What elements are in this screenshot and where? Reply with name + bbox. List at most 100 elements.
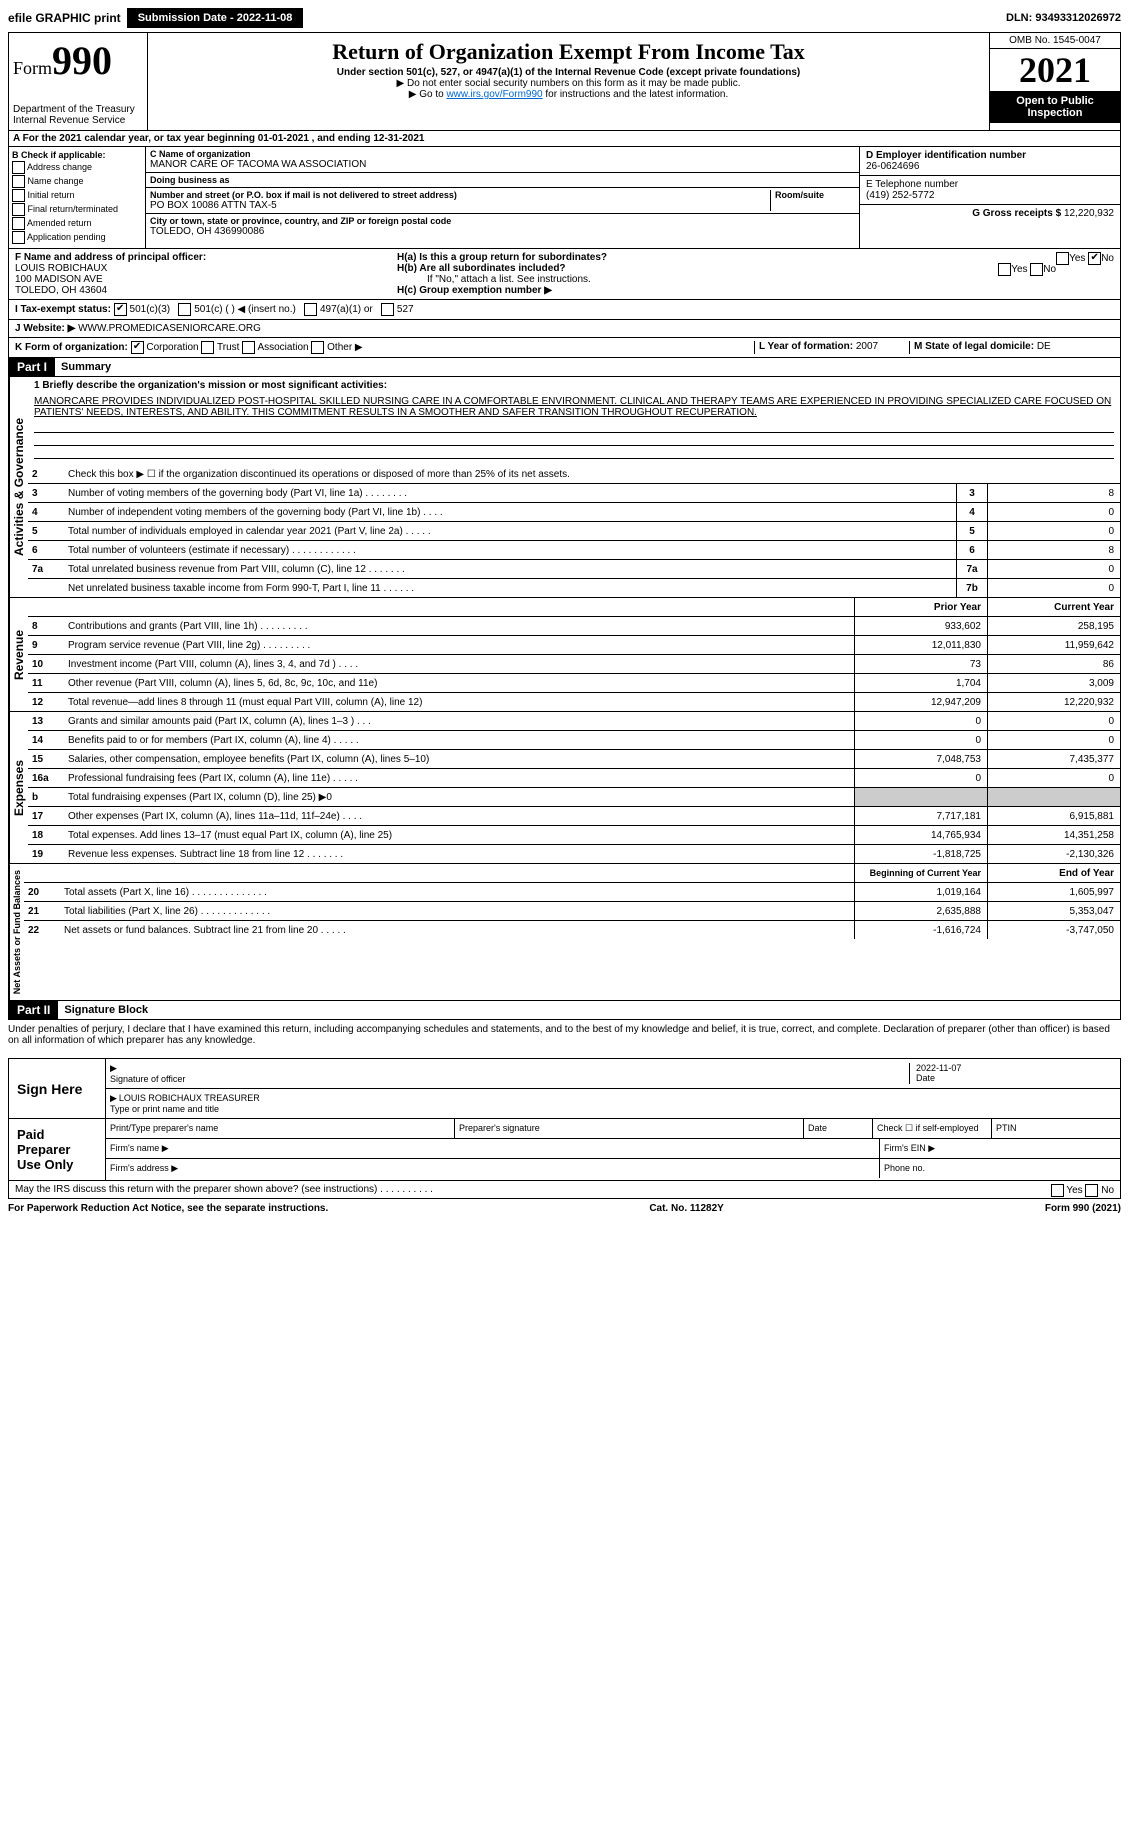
org-name: MANOR CARE OF TACOMA WA ASSOCIATION <box>150 159 855 170</box>
row-i: I Tax-exempt status: 501(c)(3) 501(c) ( … <box>8 300 1121 320</box>
cb-trust[interactable] <box>201 341 214 354</box>
activities-section: Activities & Governance 1 Briefly descri… <box>8 377 1121 598</box>
table-row: 10Investment income (Part VIII, column (… <box>28 655 1120 674</box>
netassets-tab: Net Assets or Fund Balances <box>9 864 24 1000</box>
row-k: K Form of organization: Corporation Trus… <box>15 341 754 354</box>
open-public-badge: Open to Public Inspection <box>990 91 1120 123</box>
netassets-section: Net Assets or Fund Balances Beginning of… <box>8 864 1121 1001</box>
street-address: PO BOX 10086 ATTN TAX-5 <box>150 200 770 211</box>
footer-mid: Cat. No. 11282Y <box>649 1203 723 1214</box>
telephone: (419) 252-5772 <box>866 190 934 201</box>
box-deg: D Employer identification number 26-0624… <box>859 147 1120 248</box>
cb-4947[interactable] <box>304 303 317 316</box>
section-bc: B Check if applicable: Address change Na… <box>8 147 1121 249</box>
table-row: 6Total number of volunteers (estimate if… <box>28 541 1120 560</box>
signer-name: LOUIS ROBICHAUX TREASURER <box>119 1093 260 1103</box>
revenue-section: Revenue Prior Year Current Year 8Contrib… <box>8 598 1121 712</box>
cb-501c3[interactable] <box>114 303 127 316</box>
part2-header: Part II Signature Block <box>8 1001 1121 1020</box>
paid-preparer-block: Paid Preparer Use Only Print/Type prepar… <box>8 1119 1121 1181</box>
section-fgh: F Name and address of principal officer:… <box>8 249 1121 300</box>
cb-name-change[interactable]: Name change <box>12 175 142 188</box>
row-j: J Website: ▶ WWW.PROMEDICASENIORCARE.ORG <box>8 320 1121 338</box>
form-number-cell: Form990 Department of the Treasury Inter… <box>9 33 148 130</box>
paid-preparer-label: Paid Preparer Use Only <box>9 1119 106 1180</box>
cb-amended[interactable]: Amended return <box>12 217 142 230</box>
year-cell: OMB No. 1545-0047 2021 Open to Public In… <box>989 33 1120 130</box>
officer-name: LOUIS ROBICHAUX <box>15 263 107 274</box>
activities-tab: Activities & Governance <box>9 377 28 597</box>
mission-text: MANORCARE PROVIDES INDIVIDUALIZED POST-H… <box>28 394 1120 420</box>
table-row: 17Other expenses (Part IX, column (A), l… <box>28 807 1120 826</box>
cb-other[interactable] <box>311 341 324 354</box>
table-row: 4Number of independent voting members of… <box>28 503 1120 522</box>
website: WWW.PROMEDICASENIORCARE.ORG <box>78 323 261 334</box>
box-c: C Name of organization MANOR CARE OF TAC… <box>146 147 859 248</box>
cb-corporation[interactable] <box>131 341 144 354</box>
table-row: 13Grants and similar amounts paid (Part … <box>28 712 1120 731</box>
table-row: 22Net assets or fund balances. Subtract … <box>24 921 1120 939</box>
table-row: 7aTotal unrelated business revenue from … <box>28 560 1120 579</box>
box-h: H(a) Is this a group return for subordin… <box>391 249 1120 299</box>
dln-label: DLN: 93493312026972 <box>1006 12 1121 24</box>
tax-year: 2021 <box>990 49 1120 91</box>
cb-address-change[interactable]: Address change <box>12 161 142 174</box>
form-number: 990 <box>52 38 112 83</box>
table-row: 12Total revenue—add lines 8 through 11 (… <box>28 693 1120 711</box>
sign-here-block: Sign Here Signature of officer 2022-11-0… <box>8 1058 1121 1119</box>
table-row: 3Number of voting members of the governi… <box>28 484 1120 503</box>
row-a-tax-year: A For the 2021 calendar year, or tax yea… <box>8 131 1121 147</box>
may-discuss-row: May the IRS discuss this return with the… <box>8 1181 1121 1199</box>
table-row: 14Benefits paid to or for members (Part … <box>28 731 1120 750</box>
omb-number: OMB No. 1545-0047 <box>990 33 1120 49</box>
table-row: 5Total number of individuals employed in… <box>28 522 1120 541</box>
form-title: Return of Organization Exempt From Incom… <box>152 39 985 65</box>
box-b: B Check if applicable: Address change Na… <box>9 147 146 248</box>
submission-date-button[interactable]: Submission Date - 2022-11-08 <box>127 8 304 28</box>
table-row: 16aProfessional fundraising fees (Part I… <box>28 769 1120 788</box>
irs-label: Internal Revenue Service <box>13 115 143 126</box>
cb-527[interactable] <box>381 303 394 316</box>
note-link: ▶ Go to www.irs.gov/Form990 for instruct… <box>152 89 985 100</box>
sign-date: 2022-11-07 <box>916 1063 961 1073</box>
dept-label: Department of the Treasury <box>13 104 143 115</box>
note-ssn: ▶ Do not enter social security numbers o… <box>152 78 985 89</box>
table-row: 18Total expenses. Add lines 13–17 (must … <box>28 826 1120 845</box>
cb-501c[interactable] <box>178 303 191 316</box>
row-klm: K Form of organization: Corporation Trus… <box>8 338 1121 358</box>
table-row: 9Program service revenue (Part VIII, lin… <box>28 636 1120 655</box>
cb-association[interactable] <box>242 341 255 354</box>
form-label: Form <box>13 58 52 78</box>
table-row: 21Total liabilities (Part X, line 26) . … <box>24 902 1120 921</box>
table-row: 8Contributions and grants (Part VIII, li… <box>28 617 1120 636</box>
cb-final-return[interactable]: Final return/terminated <box>12 203 142 216</box>
page-footer: For Paperwork Reduction Act Notice, see … <box>8 1203 1121 1214</box>
revenue-tab: Revenue <box>9 598 28 711</box>
ein: 26-0624696 <box>866 161 919 172</box>
table-row: bTotal fundraising expenses (Part IX, co… <box>28 788 1120 807</box>
form-header: Form990 Department of the Treasury Inter… <box>8 32 1121 131</box>
topbar: efile GRAPHIC print Submission Date - 20… <box>8 8 1121 28</box>
expenses-tab: Expenses <box>9 712 28 863</box>
efile-label: efile GRAPHIC print <box>8 11 121 25</box>
table-row: 20Total assets (Part X, line 16) . . . .… <box>24 883 1120 902</box>
table-row: Net unrelated business taxable income fr… <box>28 579 1120 597</box>
irs-link[interactable]: www.irs.gov/Form990 <box>446 89 542 100</box>
title-cell: Return of Organization Exempt From Incom… <box>148 33 989 130</box>
declaration-text: Under penalties of perjury, I declare th… <box>8 1020 1121 1050</box>
row-l: L Year of formation: 2007 <box>754 341 909 354</box>
row-m: M State of legal domicile: DE <box>909 341 1114 354</box>
table-row: 11Other revenue (Part VIII, column (A), … <box>28 674 1120 693</box>
footer-right: Form 990 (2021) <box>1045 1203 1121 1214</box>
box-f: F Name and address of principal officer:… <box>9 249 391 299</box>
form-subtitle: Under section 501(c), 527, or 4947(a)(1)… <box>152 67 985 78</box>
table-row: 19Revenue less expenses. Subtract line 1… <box>28 845 1120 863</box>
table-row: 15Salaries, other compensation, employee… <box>28 750 1120 769</box>
part1-header: Part I Summary <box>8 358 1121 377</box>
footer-left: For Paperwork Reduction Act Notice, see … <box>8 1203 328 1214</box>
cb-app-pending[interactable]: Application pending <box>12 231 142 244</box>
expenses-section: Expenses 13Grants and similar amounts pa… <box>8 712 1121 864</box>
sign-here-label: Sign Here <box>9 1059 106 1118</box>
cb-initial-return[interactable]: Initial return <box>12 189 142 202</box>
gross-receipts: 12,220,932 <box>1064 208 1114 219</box>
